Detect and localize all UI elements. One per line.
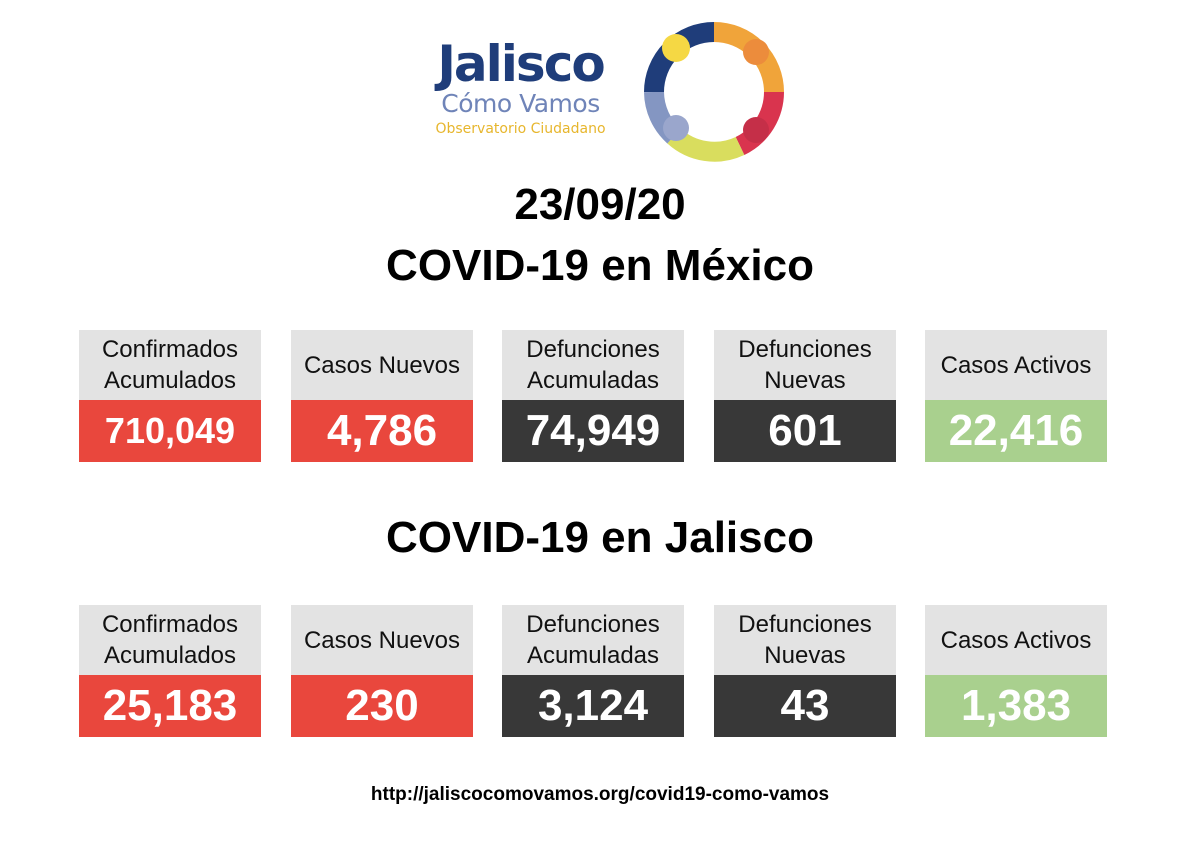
mexico-stats-row: Confirmados Acumulados 710,049 Casos Nue… [79,330,1115,462]
card-value: 22,416 [925,400,1107,462]
mexico-heading: COVID-19 en México [386,241,814,290]
logo-subtitle: Cómo Vamos [441,89,600,118]
card-value: 4,786 [291,400,473,462]
card-value: 710,049 [79,400,261,462]
card-value: 230 [291,675,473,737]
mexico-new-deaths-card: Defunciones Nuevas 601 [714,330,896,462]
card-value: 74,949 [502,400,684,462]
mexico-new-cases-card: Casos Nuevos 4,786 [291,330,473,462]
card-value: 25,183 [79,675,261,737]
card-label: Confirmados Acumulados [79,330,261,400]
card-label: Casos Activos [925,605,1107,675]
card-value: 1,383 [925,675,1107,737]
card-value: 601 [714,400,896,462]
jalisco-deaths-card: Defunciones Acumuladas 3,124 [502,605,684,737]
logo-ring-icon [644,22,784,162]
jalisco-heading: COVID-19 en Jalisco [386,513,814,562]
card-label: Defunciones Acumuladas [502,605,684,675]
logo: Jalisco Cómo Vamos Observatorio Ciudadan… [418,18,788,166]
card-label: Defunciones Acumuladas [502,330,684,400]
logo-text: Jalisco Cómo Vamos Observatorio Ciudadan… [418,38,623,140]
jalisco-new-deaths-card: Defunciones Nuevas 43 [714,605,896,737]
jalisco-confirmed-card: Confirmados Acumulados 25,183 [79,605,261,737]
card-value: 43 [714,675,896,737]
mexico-confirmed-card: Confirmados Acumulados 710,049 [79,330,261,462]
card-label: Casos Nuevos [291,605,473,675]
mexico-active-card: Casos Activos 22,416 [925,330,1107,462]
card-label: Defunciones Nuevas [714,330,896,400]
logo-tagline: Observatorio Ciudadano [435,121,606,137]
jalisco-new-cases-card: Casos Nuevos 230 [291,605,473,737]
logo-title: Jalisco [437,35,605,93]
card-label: Casos Nuevos [291,330,473,400]
jalisco-stats-row: Confirmados Acumulados 25,183 Casos Nuev… [79,605,1115,737]
report-date: 23/09/20 [514,180,686,229]
mexico-deaths-card: Defunciones Acumuladas 74,949 [502,330,684,462]
card-label: Confirmados Acumulados [79,605,261,675]
card-label: Defunciones Nuevas [714,605,896,675]
card-value: 3,124 [502,675,684,737]
jalisco-active-card: Casos Activos 1,383 [925,605,1107,737]
card-label: Casos Activos [925,330,1107,400]
footer-url-link[interactable]: http://jaliscocomovamos.org/covid19-como… [370,784,830,805]
